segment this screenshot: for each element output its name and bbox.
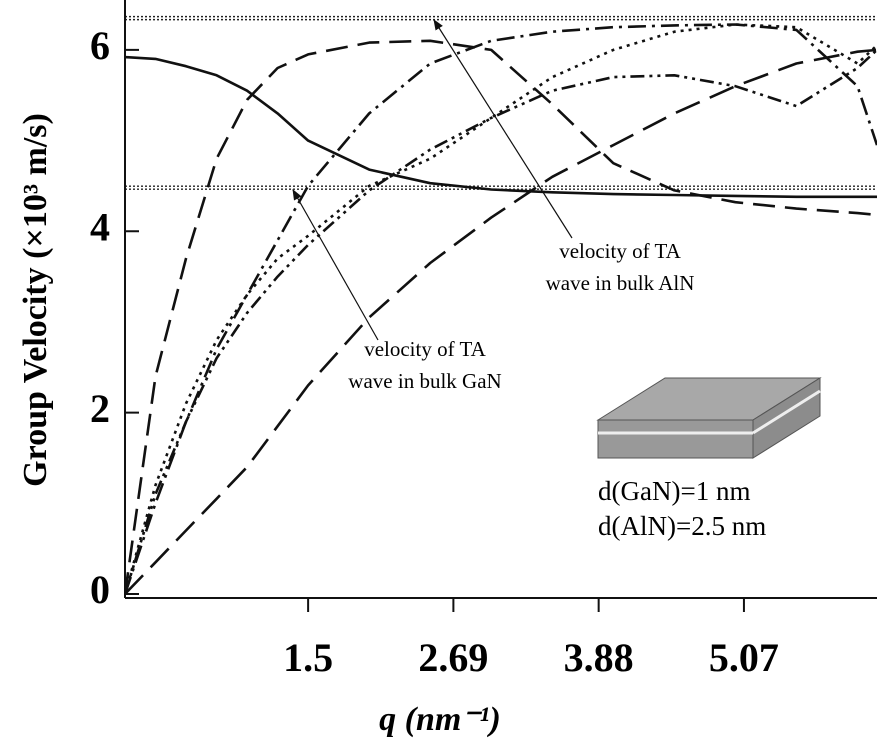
series-line — [125, 48, 877, 595]
inset-diagram — [596, 377, 822, 459]
annotation-arrow — [433, 19, 573, 239]
x-tick-label: 2.69 — [418, 635, 488, 680]
series-line — [125, 23, 877, 595]
inset-label: d(AlN)=2.5 nm — [598, 511, 766, 541]
annotation-text: velocity of TA — [364, 337, 486, 361]
y-tick-label: 0 — [90, 567, 110, 612]
x-tick-label: 5.07 — [709, 635, 779, 680]
inset-label: d(GaN)=1 nm — [598, 476, 750, 506]
series-line — [125, 55, 877, 199]
series-line — [125, 48, 877, 595]
plot-area — [125, 15, 877, 595]
y-tick-label: 6 — [90, 23, 110, 68]
annotation-arrow — [292, 189, 379, 341]
annotation-text: velocity of TA — [559, 239, 681, 263]
x-tick-label: 1.5 — [283, 635, 333, 680]
x-tick-label: 3.88 — [564, 635, 634, 680]
annotation-text: wave in bulk AlN — [546, 271, 695, 295]
y-tick-label: 4 — [90, 204, 110, 249]
y-axis-label: Group Velocity (×10³ m/s) — [17, 113, 54, 487]
annotation-text: wave in bulk GaN — [348, 369, 501, 393]
x-axis-label: q (nm⁻¹) — [379, 701, 501, 738]
series-line — [125, 39, 877, 595]
y-tick-label: 2 — [90, 386, 110, 431]
